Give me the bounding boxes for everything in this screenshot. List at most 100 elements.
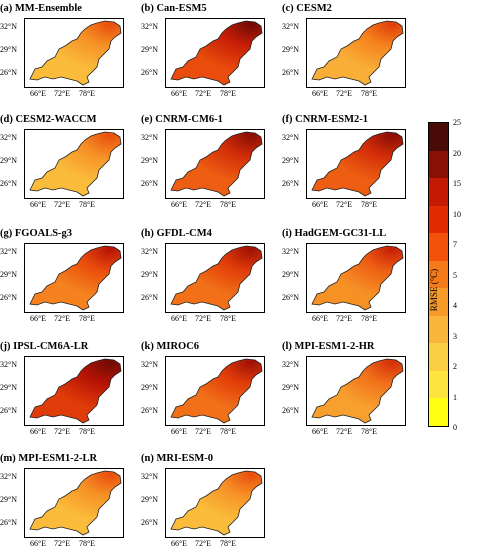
x-tick-label: 72°E: [335, 314, 353, 323]
y-tick-label: 32°N: [141, 360, 158, 369]
colorbar-tick-label: 15: [453, 179, 461, 188]
x-tick-label: 66°E: [29, 89, 47, 98]
x-tick-label: 78°E: [78, 200, 96, 209]
y-tick-label: 26°N: [141, 406, 158, 415]
x-tick-label: 78°E: [219, 89, 237, 98]
colorbar-tick-label: 5: [453, 270, 457, 280]
y-tick-label: 26°N: [141, 518, 158, 527]
colorbar-tick-label: 4: [453, 301, 457, 310]
x-tick-label: 78°E: [78, 89, 96, 98]
panel-title: (m) MPI-ESM1-2-LR: [0, 453, 98, 464]
x-tick-label: 66°E: [311, 200, 329, 209]
map-panel: (d) CESM2-WACCM 32°N 29°N 26°N 66°E 72°E 78°E: [0, 113, 150, 221]
pakistan-map-shape: [170, 245, 263, 311]
x-tick-label: 72°E: [194, 89, 212, 98]
map-panel: (n) MRI-ESM-0 32°N 29°N 26°N 66°E 72°E 78°E: [141, 452, 291, 560]
x-tick-label: 72°E: [335, 200, 353, 209]
y-tick-label: 26°N: [282, 293, 299, 302]
y-tick-label: 29°N: [0, 383, 17, 392]
map-panel: (a) MM-Ensemble 32°N 29°N 26°N 66°E 72°E 78°E: [0, 2, 150, 110]
colorbar-segment: [429, 205, 448, 234]
panel-title: (h) GFDL-CM4: [141, 228, 212, 239]
y-tick-label: 29°N: [282, 45, 299, 54]
pakistan-map-shape: [29, 358, 122, 424]
panel-title: (f) CNRM-ESM2-1: [282, 114, 369, 125]
colorbar-title: RMSE (°C): [429, 268, 439, 312]
y-tick-label: 26°N: [282, 406, 299, 415]
map-frame: [24, 356, 124, 426]
map-frame: [165, 243, 265, 313]
y-tick-label: 26°N: [141, 179, 158, 188]
y-tick-label: 26°N: [0, 179, 17, 188]
panel-title: (j) IPSL-CM6A-LR: [0, 341, 89, 352]
pakistan-map-shape: [170, 131, 263, 197]
y-tick-label: 29°N: [0, 495, 17, 504]
x-tick-label: 72°E: [335, 427, 353, 436]
y-tick-label: 32°N: [0, 247, 17, 256]
x-tick-label: 72°E: [53, 427, 71, 436]
colorbar-segment: [429, 150, 448, 179]
pakistan-map-shape: [29, 20, 122, 86]
x-tick-label: 66°E: [170, 539, 188, 548]
x-tick-label: 78°E: [360, 314, 378, 323]
pakistan-map-shape: [170, 20, 263, 86]
panel-title: (c) CESM2: [282, 3, 332, 14]
x-tick-label: 72°E: [53, 539, 71, 548]
pakistan-map-shape: [170, 470, 263, 536]
pakistan-map-shape: [311, 20, 404, 86]
x-tick-label: 72°E: [335, 89, 353, 98]
x-tick-label: 72°E: [194, 539, 212, 548]
pakistan-map-shape: [311, 245, 404, 311]
y-tick-label: 29°N: [0, 156, 17, 165]
x-tick-label: 66°E: [29, 200, 47, 209]
y-tick-label: 26°N: [282, 179, 299, 188]
y-tick-label: 29°N: [282, 270, 299, 279]
x-tick-label: 78°E: [360, 89, 378, 98]
map-frame: [24, 18, 124, 88]
y-tick-label: 29°N: [141, 156, 158, 165]
colorbar-segment: [429, 370, 448, 399]
x-tick-label: 66°E: [29, 539, 47, 548]
map-panel: (c) CESM2 32°N 29°N 26°N 66°E 72°E 78°E: [282, 2, 432, 110]
x-tick-label: 72°E: [194, 314, 212, 323]
y-tick-label: 32°N: [282, 22, 299, 31]
colorbar-segment: [429, 288, 448, 317]
x-tick-label: 66°E: [170, 89, 188, 98]
x-tick-label: 66°E: [170, 314, 188, 323]
colorbar-segment: [429, 315, 448, 344]
y-tick-label: 26°N: [0, 68, 17, 77]
x-tick-label: 78°E: [78, 427, 96, 436]
map-frame: [306, 18, 406, 88]
y-tick-label: 32°N: [141, 247, 158, 256]
y-tick-label: 32°N: [0, 22, 17, 31]
map-panel: (b) Can-ESM5 32°N 29°N 26°N 66°E 72°E 78°E: [141, 2, 291, 110]
y-tick-label: 32°N: [141, 133, 158, 142]
colorbar: [428, 122, 449, 427]
y-tick-label: 32°N: [282, 247, 299, 256]
colorbar-tick-label: 25: [453, 118, 461, 127]
map-frame: [165, 129, 265, 199]
colorbar-segment: [429, 178, 448, 207]
panel-title: (k) MIROC6: [141, 341, 200, 352]
x-tick-label: 72°E: [53, 89, 71, 98]
x-tick-label: 66°E: [170, 427, 188, 436]
x-tick-label: 78°E: [360, 427, 378, 436]
colorbar-tick-label: 0: [453, 423, 457, 432]
y-tick-label: 29°N: [0, 270, 17, 279]
y-tick-label: 29°N: [141, 270, 158, 279]
x-tick-label: 78°E: [219, 200, 237, 209]
x-tick-label: 72°E: [194, 200, 212, 209]
map-frame: [306, 243, 406, 313]
panel-title: (g) FGOALS-g3: [0, 228, 73, 239]
colorbar-segment: [429, 123, 448, 152]
colorbar-tick-label: 20: [453, 148, 461, 158]
panel-title: (e) CNRM-CM6-1: [141, 114, 223, 125]
x-tick-label: 72°E: [194, 427, 212, 436]
colorbar-segment: [429, 260, 448, 289]
map-panel: (j) IPSL-CM6A-LR 32°N 29°N 26°N 66°E 72°E 78°E: [0, 340, 150, 448]
colorbar-tick-label: 3: [453, 331, 457, 341]
map-frame: [165, 468, 265, 538]
colorbar-tick-label: 1: [453, 392, 457, 402]
y-tick-label: 26°N: [0, 293, 17, 302]
x-tick-label: 66°E: [311, 427, 329, 436]
